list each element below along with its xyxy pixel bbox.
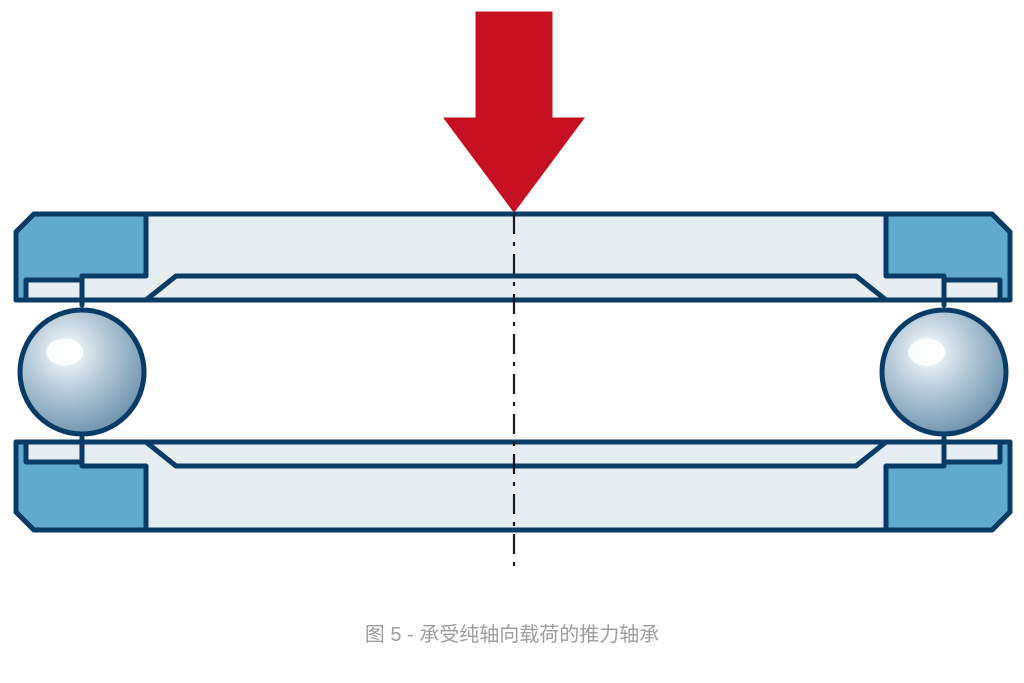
ball-right [882,310,1006,434]
diagram-stage: 图 5 - 承受纯轴向载荷的推力轴承 [0,0,1024,683]
bearing-diagram [0,0,1024,683]
ball-left [20,310,144,434]
figure-caption: 图 5 - 承受纯轴向载荷的推力轴承 [0,618,1024,647]
axial-load-arrow-icon [444,12,584,212]
